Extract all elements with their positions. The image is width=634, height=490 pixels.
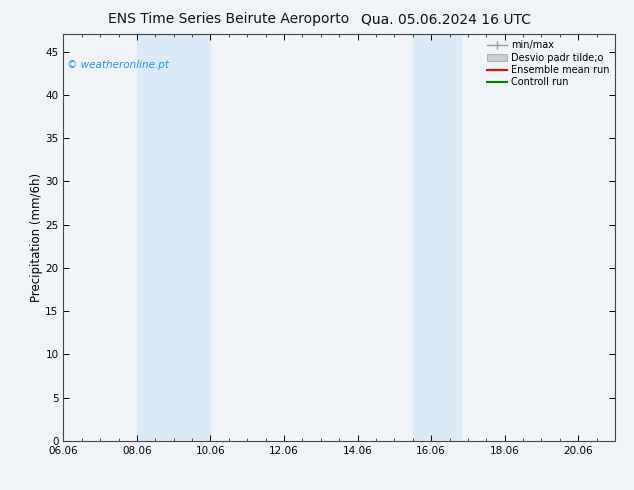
Text: Qua. 05.06.2024 16 UTC: Qua. 05.06.2024 16 UTC — [361, 12, 531, 26]
Legend: min/max, Desvio padr tilde;o, Ensemble mean run, Controll run: min/max, Desvio padr tilde;o, Ensemble m… — [484, 37, 612, 90]
Bar — [137, 34, 210, 441]
Text: ENS Time Series Beirute Aeroporto: ENS Time Series Beirute Aeroporto — [108, 12, 349, 26]
Bar — [413, 34, 460, 441]
Text: © weatheronline.pt: © weatheronline.pt — [67, 60, 169, 70]
Y-axis label: Precipitation (mm/6h): Precipitation (mm/6h) — [30, 173, 42, 302]
